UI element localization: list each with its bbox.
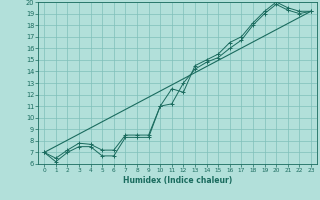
- X-axis label: Humidex (Indice chaleur): Humidex (Indice chaleur): [123, 176, 232, 185]
